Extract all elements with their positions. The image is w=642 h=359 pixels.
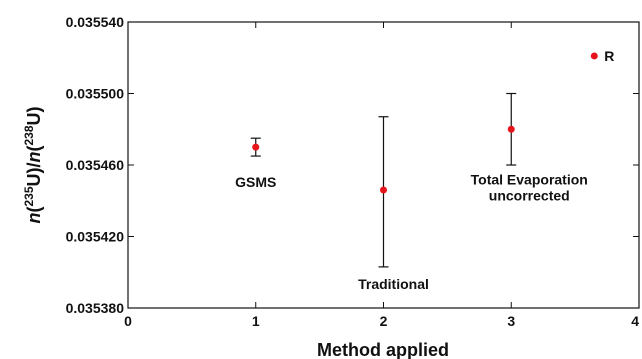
point-label-line: GSMS	[235, 174, 276, 190]
data-point	[507, 125, 515, 133]
y-tick-label: 0.035380	[66, 300, 125, 316]
x-tick-label: 0	[124, 313, 132, 329]
x-tick-label: 2	[380, 313, 388, 329]
point-label-line: Traditional	[358, 276, 429, 292]
y-axis-title: n(235U)/n(238U)	[22, 106, 44, 223]
point-label: Traditional	[358, 276, 429, 292]
point-label: GSMS	[235, 174, 276, 190]
data-point	[380, 186, 387, 194]
x-tick-label: 1	[252, 313, 260, 329]
x-axis-title: Method applied	[317, 340, 449, 359]
data-point	[252, 143, 260, 151]
point-label-line: Total Evaporation	[471, 171, 588, 187]
x-tick-label: 3	[507, 313, 515, 329]
y-tick-label: 0.035420	[66, 229, 125, 245]
x-axis-ticks: 0 1 2 3 4	[124, 22, 640, 329]
y-tick-label: 0.035460	[66, 157, 125, 173]
x-tick-label: 4	[631, 313, 639, 329]
point-label-line: uncorrected	[489, 187, 570, 203]
y-tick-label: 0.035500	[66, 86, 125, 102]
y-tick-label: 0.035540	[66, 14, 125, 30]
data-point	[590, 52, 598, 60]
y-axis-ticks: 0.035380 0.035420 0.035460 0.035500 0.035540	[66, 14, 639, 316]
point-label-line: R	[604, 48, 614, 64]
point-label: R	[604, 48, 614, 64]
point-annotations: GSMS Traditional Total Evaporation uncorrec…	[235, 48, 614, 292]
data-points	[252, 52, 598, 194]
point-label: Total Evaporation uncorrected	[471, 171, 588, 203]
